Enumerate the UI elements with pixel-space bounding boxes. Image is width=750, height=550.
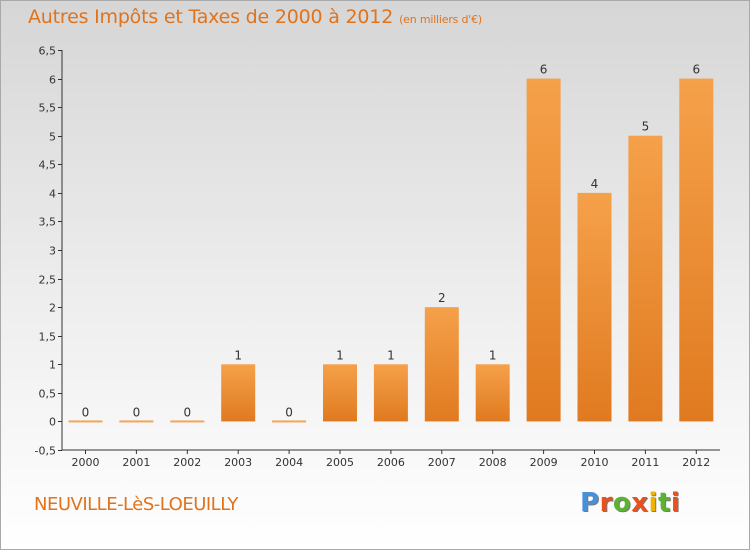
x-tick-label: 2000 bbox=[72, 456, 100, 469]
logo-letter: i bbox=[670, 488, 681, 518]
y-tick-label: -0,5 bbox=[35, 445, 56, 458]
y-tick-label: 5 bbox=[49, 131, 56, 144]
bar bbox=[272, 420, 307, 423]
data-label: 0 bbox=[82, 405, 90, 419]
y-tick-label: 1,5 bbox=[39, 331, 57, 344]
x-tick-label: 2011 bbox=[631, 456, 659, 469]
title-text: Autres Impôts et Taxes de 2000 à 2012 bbox=[28, 6, 394, 28]
y-tick-label: 1 bbox=[49, 359, 56, 372]
y-tick-label: 2,5 bbox=[39, 274, 57, 287]
y-tick-label: 3,5 bbox=[39, 216, 57, 229]
data-label: 6 bbox=[540, 63, 548, 77]
logo-letter: r bbox=[599, 488, 613, 518]
y-tick-label: 2 bbox=[49, 302, 56, 315]
x-tick-label: 2008 bbox=[479, 456, 507, 469]
bar bbox=[68, 420, 103, 423]
y-tick-label: 0,5 bbox=[39, 388, 57, 401]
bar bbox=[119, 420, 154, 423]
x-tick-label: 2012 bbox=[682, 456, 710, 469]
bar bbox=[577, 192, 612, 422]
x-tick-label: 2007 bbox=[428, 456, 456, 469]
chart-title: Autres Impôts et Taxes de 2000 à 2012 (en… bbox=[28, 6, 482, 28]
unit-subtitle: (en milliers d'€) bbox=[399, 13, 482, 26]
data-label: 4 bbox=[591, 177, 599, 191]
y-tick-label: 0 bbox=[49, 416, 56, 429]
data-label: 0 bbox=[285, 405, 293, 419]
bar bbox=[526, 78, 561, 422]
data-label: 2 bbox=[438, 291, 446, 305]
logo-letter: i bbox=[648, 488, 658, 518]
bar bbox=[373, 364, 408, 422]
bar bbox=[628, 135, 663, 422]
x-tick-label: 2001 bbox=[122, 456, 150, 469]
logo-letter: x bbox=[631, 488, 649, 518]
bar bbox=[679, 78, 714, 422]
bar bbox=[475, 364, 510, 422]
data-label: 1 bbox=[387, 348, 395, 362]
x-tick-label: 2005 bbox=[326, 456, 354, 469]
y-tick-label: 5,5 bbox=[39, 102, 57, 115]
data-label: 1 bbox=[234, 348, 242, 362]
y-tick-label: 4 bbox=[49, 188, 56, 201]
bar bbox=[221, 364, 256, 422]
logo-letter: t bbox=[657, 488, 671, 518]
y-tick-label: 4,5 bbox=[39, 159, 57, 172]
logo-letter: o bbox=[612, 488, 632, 518]
data-label: 0 bbox=[183, 405, 191, 419]
x-tick-label: 2006 bbox=[377, 456, 405, 469]
data-label: 1 bbox=[489, 348, 497, 362]
data-label: 6 bbox=[692, 63, 700, 77]
y-tick-label: 3 bbox=[49, 245, 56, 258]
x-tick-label: 2004 bbox=[275, 456, 303, 469]
y-tick-label: 6 bbox=[49, 74, 56, 87]
x-tick-label: 2010 bbox=[581, 456, 609, 469]
data-label: 0 bbox=[133, 405, 141, 419]
y-tick-label: 6,5 bbox=[39, 45, 57, 58]
x-tick-label: 2002 bbox=[173, 456, 201, 469]
x-tick-label: 2003 bbox=[224, 456, 252, 469]
bar bbox=[424, 307, 459, 422]
bar bbox=[170, 420, 205, 423]
x-tick-label: 2009 bbox=[530, 456, 558, 469]
logo-letter: P bbox=[580, 488, 600, 518]
data-label: 5 bbox=[642, 120, 650, 134]
bar bbox=[323, 364, 357, 422]
proxiti-logo: Proxiti bbox=[580, 488, 680, 518]
data-label: 1 bbox=[336, 348, 344, 362]
commune-name: NEUVILLE-LèS-LOEUILLY bbox=[34, 494, 238, 515]
